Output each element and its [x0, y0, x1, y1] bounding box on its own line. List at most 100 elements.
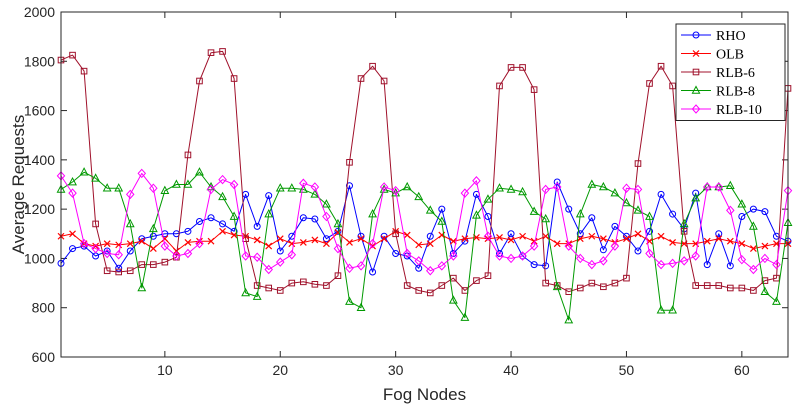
data-point — [334, 272, 342, 279]
data-point — [634, 160, 642, 167]
data-point — [565, 205, 573, 213]
data-point — [426, 289, 434, 297]
data-point — [496, 234, 503, 241]
data-point — [518, 186, 528, 196]
data-point — [172, 251, 181, 261]
data-point — [114, 249, 123, 260]
data-point — [715, 235, 723, 243]
data-point — [125, 189, 135, 200]
data-point — [760, 253, 770, 264]
data-point — [599, 235, 607, 243]
x-tick-label: 20 — [272, 362, 288, 378]
data-point — [276, 247, 284, 255]
data-point — [253, 282, 261, 289]
data-point — [611, 279, 619, 287]
data-point — [68, 176, 77, 186]
legend-item-rlb-6: RLB-6 — [681, 66, 755, 81]
data-point — [137, 168, 147, 179]
data-point — [183, 179, 193, 188]
data-point — [679, 256, 689, 266]
data-point — [79, 238, 89, 249]
data-point — [138, 261, 146, 268]
data-point — [668, 258, 677, 269]
data-point — [622, 197, 631, 207]
data-point — [426, 232, 434, 240]
data-point — [322, 235, 330, 243]
data-point — [160, 241, 170, 251]
data-point — [402, 248, 412, 259]
legend-marker — [691, 85, 701, 94]
data-point — [103, 240, 111, 248]
legend-label: RHO — [716, 29, 746, 44]
data-point — [484, 272, 492, 279]
data-point — [287, 183, 297, 192]
data-point — [542, 262, 550, 270]
data-point — [634, 230, 642, 238]
data-point — [725, 180, 735, 190]
legend: RHO OLB RLB-6 RLB-8 RLB-10 — [675, 23, 786, 121]
series-rho — [57, 178, 792, 276]
data-point — [125, 218, 135, 228]
data-point — [356, 302, 366, 312]
data-point — [379, 182, 389, 192]
data-point — [473, 277, 480, 284]
data-point — [449, 251, 458, 261]
data-point — [657, 232, 665, 240]
series-line-olb — [60, 230, 788, 252]
data-point — [426, 240, 434, 248]
data-point — [564, 241, 574, 251]
data-point — [241, 287, 251, 297]
data-point — [541, 213, 551, 223]
data-point — [737, 254, 747, 265]
data-point — [611, 222, 619, 230]
data-point — [738, 284, 746, 292]
data-point — [657, 62, 665, 70]
data-point — [530, 261, 538, 269]
data-point — [437, 261, 447, 271]
data-point — [483, 231, 493, 241]
data-point — [403, 231, 411, 239]
data-point — [126, 240, 134, 248]
data-point — [738, 240, 746, 248]
data-point — [322, 240, 330, 248]
data-point — [680, 228, 688, 235]
data-point — [587, 259, 597, 270]
data-point — [218, 191, 227, 201]
data-point — [275, 183, 285, 192]
data-point — [496, 82, 503, 90]
data-point — [172, 247, 180, 255]
data-point — [576, 284, 584, 292]
data-point — [321, 199, 331, 208]
data-point — [506, 184, 516, 193]
legend-label: RLB-8 — [716, 85, 755, 100]
plot-series — [56, 48, 793, 324]
data-point — [530, 237, 538, 245]
data-point — [553, 178, 561, 186]
data-point — [357, 235, 365, 243]
data-point — [323, 282, 330, 289]
series-line-rho — [60, 181, 789, 273]
data-point — [369, 268, 377, 276]
data-point — [149, 232, 157, 240]
legend-label: RLB-6 — [716, 66, 755, 81]
data-point — [760, 286, 770, 295]
data-point — [115, 264, 123, 272]
data-point — [506, 253, 516, 264]
data-point — [103, 267, 111, 275]
data-point — [345, 263, 354, 274]
data-point — [633, 205, 643, 214]
data-point — [265, 284, 273, 292]
data-point — [495, 183, 504, 192]
data-point — [438, 205, 446, 213]
data-point — [369, 62, 376, 70]
data-point — [761, 277, 769, 284]
data-point — [357, 75, 365, 82]
data-point — [646, 80, 653, 87]
y-tick-label: 1000 — [24, 250, 55, 266]
data-point — [610, 241, 620, 251]
data-point — [772, 259, 781, 270]
data-point — [288, 279, 296, 287]
data-point — [218, 174, 227, 185]
data-point — [715, 230, 723, 238]
series-line-rlb-8 — [60, 171, 789, 321]
